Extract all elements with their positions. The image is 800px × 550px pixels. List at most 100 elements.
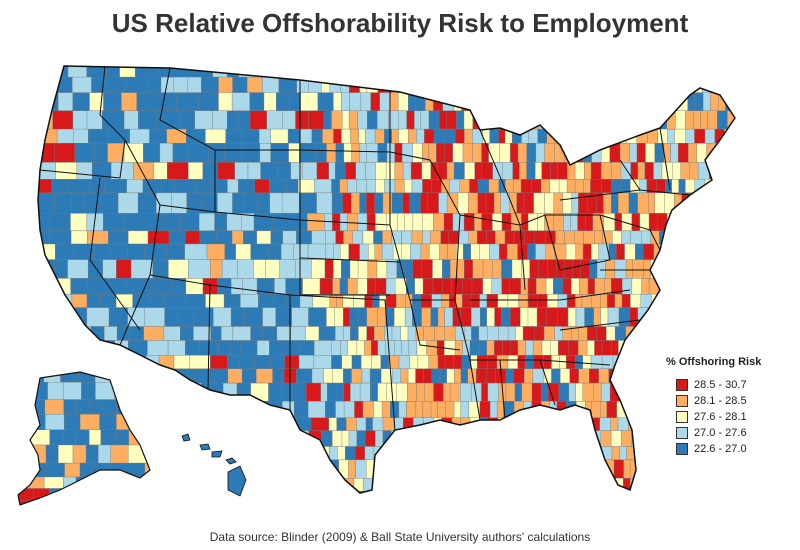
county-cell	[38, 307, 55, 327]
county-cell	[109, 243, 128, 260]
county-cell	[299, 340, 315, 356]
county-cell	[222, 401, 240, 418]
county-cell	[153, 382, 169, 402]
county-cell	[531, 179, 542, 194]
county-cell	[566, 478, 578, 492]
county-cell	[298, 179, 315, 194]
county-cell	[681, 491, 693, 493]
county-cell	[696, 243, 704, 260]
county-cell	[180, 213, 200, 231]
county-cell	[335, 401, 345, 418]
county-cell	[280, 243, 294, 260]
county-cell	[38, 340, 56, 356]
county-cell	[28, 372, 45, 383]
county-cell	[390, 66, 402, 78]
legend-item: 28.1 - 28.5	[676, 393, 796, 409]
county-cell	[549, 66, 559, 78]
county-cell	[229, 430, 245, 447]
county-cell	[520, 66, 529, 78]
county-cell	[246, 76, 263, 93]
county-cell	[287, 128, 301, 144]
county-cell	[591, 128, 602, 144]
county-cell	[244, 307, 263, 327]
county-cell	[245, 478, 265, 492]
county-cell	[342, 294, 354, 308]
county-cell	[565, 128, 576, 144]
county-cell	[740, 460, 750, 478]
county-cell	[410, 430, 420, 447]
county-cell	[470, 355, 478, 370]
county-cell	[566, 401, 577, 418]
county-cell	[68, 491, 84, 493]
county-cell	[328, 417, 338, 431]
county-cell	[593, 459, 605, 479]
county-cell	[373, 230, 383, 245]
county-cell	[453, 355, 463, 370]
county-cell	[341, 430, 350, 447]
county-cell	[311, 259, 326, 279]
county-cell	[579, 278, 589, 295]
county-cell	[377, 382, 387, 402]
county-cell	[18, 462, 33, 478]
county-cell	[657, 401, 665, 418]
county-cell	[660, 326, 670, 341]
county-cell	[645, 355, 655, 370]
county-cell	[543, 326, 555, 341]
county-cell	[709, 294, 720, 308]
county-cell	[321, 76, 330, 93]
county-cell	[527, 213, 538, 231]
county-cell	[384, 128, 392, 144]
county-cell	[500, 92, 510, 111]
county-cell	[377, 459, 387, 479]
county-cell	[469, 179, 479, 194]
county-cell	[254, 179, 270, 194]
county-cell	[619, 446, 627, 461]
county-cell	[336, 417, 347, 431]
county-cell	[547, 294, 559, 308]
county-cell	[118, 500, 134, 505]
county-cell	[89, 179, 105, 194]
county-cell	[49, 429, 64, 446]
county-cell	[107, 128, 130, 144]
legend-swatch	[676, 411, 688, 423]
county-cell	[256, 340, 270, 356]
county-cell	[270, 355, 285, 370]
county-cell	[412, 143, 423, 163]
county-cell	[182, 401, 201, 418]
county-cell	[685, 278, 696, 295]
county-cell	[697, 259, 705, 279]
county-cell	[472, 259, 484, 279]
county-cell	[533, 430, 542, 447]
county-cell	[437, 307, 445, 327]
county-cell	[705, 213, 713, 231]
county-cell	[401, 340, 409, 356]
county-cell	[374, 491, 384, 493]
county-cell	[703, 307, 713, 327]
county-cell	[570, 213, 578, 231]
county-cell	[66, 355, 82, 370]
county-cell	[79, 414, 100, 430]
county-cell	[643, 243, 654, 260]
county-cell	[81, 355, 96, 370]
county-cell	[599, 417, 611, 431]
county-cell	[346, 417, 357, 431]
county-cell	[239, 401, 251, 418]
county-cell	[411, 179, 423, 194]
county-cell	[663, 66, 672, 78]
county-cell	[274, 278, 286, 295]
county-cell	[564, 76, 573, 93]
county-cell	[311, 368, 324, 384]
county-cell	[453, 162, 465, 180]
county-cell	[634, 401, 644, 418]
county-cell	[662, 478, 674, 492]
county-cell	[416, 491, 427, 493]
county-cell	[440, 230, 449, 245]
county-cell	[273, 430, 286, 447]
county-cell	[479, 243, 490, 260]
county-cell	[507, 326, 516, 341]
county-cell	[295, 259, 312, 279]
county-cell	[135, 491, 150, 493]
county-cell	[299, 192, 317, 214]
county-cell	[342, 110, 350, 130]
county-cell	[578, 326, 588, 341]
